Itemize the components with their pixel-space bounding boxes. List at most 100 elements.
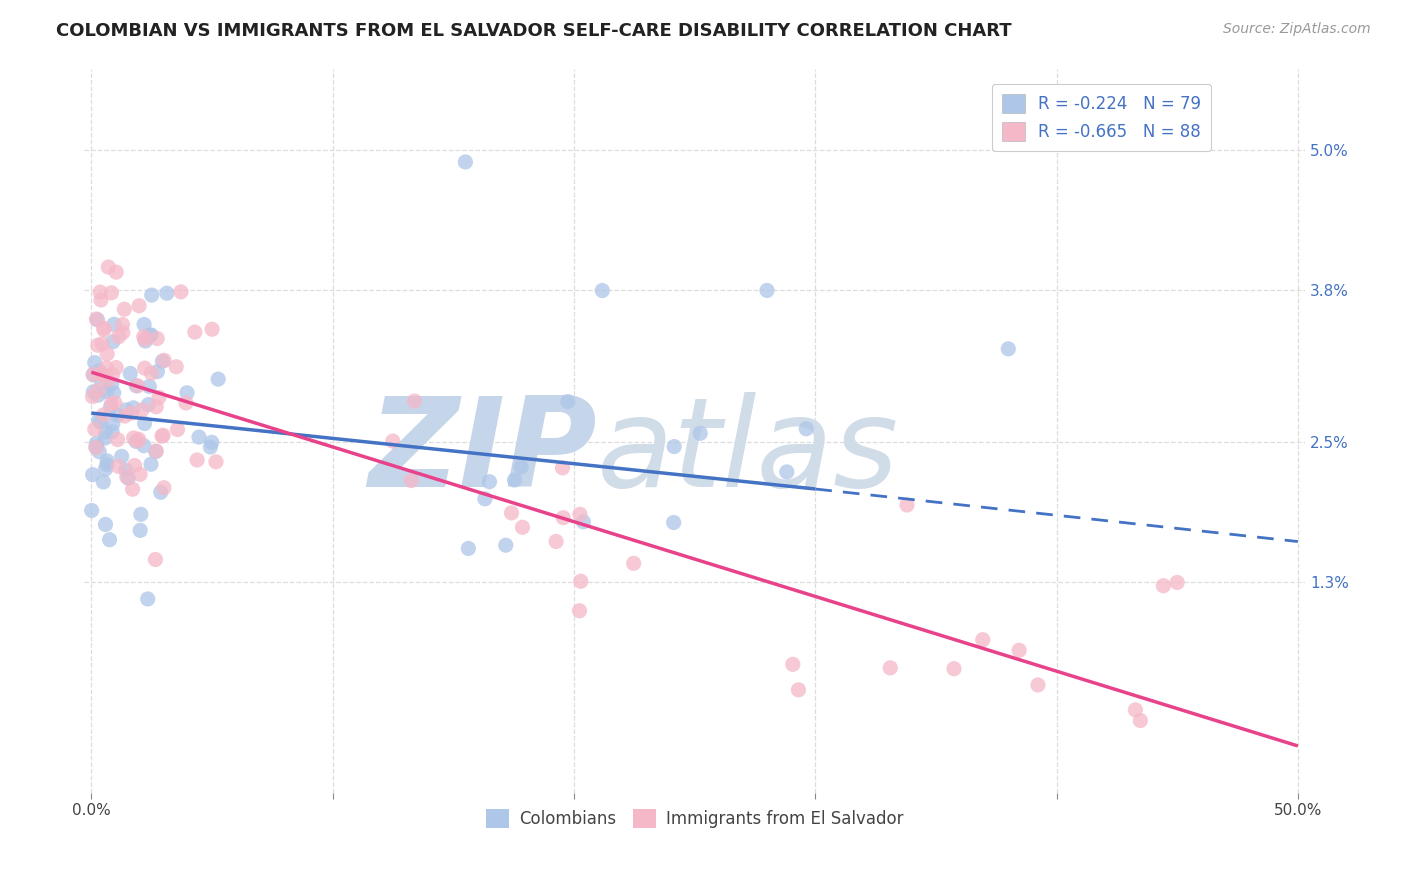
Point <box>121 482 143 496</box>
Point <box>201 322 224 336</box>
Point <box>138 398 160 412</box>
Point <box>91 368 114 382</box>
Point <box>134 361 156 376</box>
Point <box>117 471 139 485</box>
Point <box>93 321 115 335</box>
Point <box>87 364 110 378</box>
Point <box>114 409 136 423</box>
Point <box>120 406 142 420</box>
Point <box>1129 714 1152 728</box>
Point <box>101 334 124 349</box>
Point <box>510 460 533 475</box>
Point <box>401 474 423 488</box>
Point <box>591 284 613 298</box>
Point <box>512 520 534 534</box>
Point <box>84 440 107 454</box>
Point <box>568 604 591 618</box>
Point <box>132 329 155 343</box>
Point <box>96 347 118 361</box>
Point <box>662 440 685 454</box>
Point <box>98 533 121 547</box>
Point <box>174 396 197 410</box>
Point <box>105 265 128 279</box>
Point <box>136 591 159 606</box>
Point <box>207 372 229 386</box>
Point <box>115 402 138 417</box>
Point <box>122 431 145 445</box>
Point <box>87 338 110 352</box>
Point <box>127 378 149 392</box>
Point <box>86 436 108 450</box>
Point <box>111 318 134 332</box>
Point <box>568 508 591 522</box>
Point <box>115 463 138 477</box>
Point <box>111 326 134 340</box>
Point <box>896 498 918 512</box>
Point <box>100 377 122 392</box>
Point <box>101 425 124 439</box>
Point <box>129 524 152 538</box>
Point <box>132 318 155 332</box>
Point <box>87 413 110 427</box>
Legend: Colombians, Immigrants from El Salvador: Colombians, Immigrants from El Salvador <box>479 803 910 835</box>
Point <box>146 332 169 346</box>
Point <box>90 367 112 381</box>
Point <box>569 574 592 589</box>
Point <box>107 459 129 474</box>
Point <box>84 441 107 455</box>
Point <box>129 508 152 522</box>
Point <box>145 444 167 458</box>
Point <box>141 366 163 380</box>
Point <box>107 329 129 343</box>
Text: ZIP: ZIP <box>368 392 598 513</box>
Point <box>139 457 162 471</box>
Point <box>879 661 901 675</box>
Point <box>128 299 150 313</box>
Point <box>474 491 496 506</box>
Point <box>145 400 167 414</box>
Point <box>94 431 117 445</box>
Point <box>100 285 122 300</box>
Point <box>138 379 160 393</box>
Point <box>156 286 179 301</box>
Point <box>82 368 104 382</box>
Point <box>166 423 188 437</box>
Point <box>546 534 568 549</box>
Point <box>80 503 103 517</box>
Point <box>96 360 118 375</box>
Point <box>125 434 148 449</box>
Point <box>93 408 115 422</box>
Point <box>1166 575 1188 590</box>
Point <box>122 401 145 415</box>
Point <box>972 632 994 647</box>
Point <box>96 454 118 468</box>
Point <box>89 285 111 300</box>
Point <box>97 260 120 274</box>
Point <box>150 429 173 443</box>
Point <box>96 384 118 399</box>
Point <box>105 360 128 375</box>
Point <box>145 552 167 566</box>
Point <box>153 353 176 368</box>
Point <box>94 425 117 439</box>
Point <box>141 328 163 343</box>
Point <box>141 288 163 302</box>
Point <box>100 400 122 414</box>
Point <box>782 657 804 672</box>
Point <box>87 388 110 402</box>
Point <box>124 458 146 473</box>
Point <box>94 462 117 476</box>
Point <box>101 417 124 431</box>
Point <box>127 434 149 448</box>
Point <box>103 318 125 332</box>
Point <box>662 516 685 530</box>
Point <box>165 359 187 374</box>
Point <box>107 408 129 422</box>
Point <box>82 467 104 482</box>
Point <box>82 390 104 404</box>
Point <box>201 435 224 450</box>
Point <box>87 384 110 398</box>
Point <box>170 285 193 299</box>
Point <box>572 515 595 529</box>
Point <box>91 475 114 489</box>
